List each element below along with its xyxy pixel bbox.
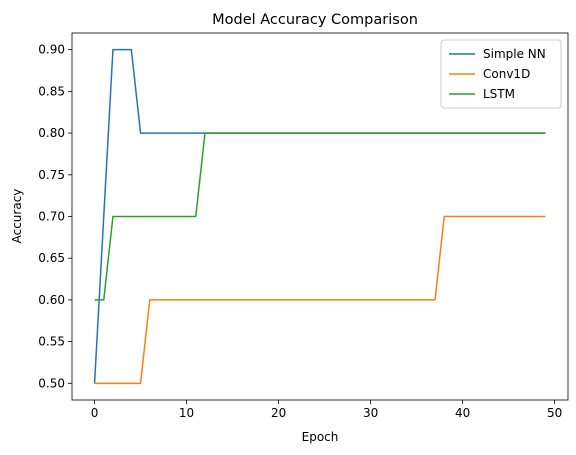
y-tick-label: 0.60	[38, 293, 65, 307]
x-axis-label: Epoch	[302, 430, 339, 444]
y-tick-label: 0.50	[38, 376, 65, 390]
legend-box	[440, 39, 562, 109]
y-tick-label: 0.70	[38, 210, 65, 224]
y-axis-label: Accuracy	[10, 189, 24, 244]
y-tick-label: 0.55	[38, 335, 65, 349]
x-axis-ticks: 0 10 20 30 40 50	[91, 400, 562, 420]
y-tick-label: 0.90	[38, 43, 65, 57]
chart-title: Model Accuracy Comparison	[212, 12, 418, 28]
series-line-1	[94, 215, 546, 385]
legend-label: Simple NN	[483, 47, 546, 61]
legend: Simple NN Conv1D LSTM	[440, 39, 562, 109]
y-tick-label: 0.65	[38, 251, 65, 265]
legend-label: LSTM	[483, 87, 515, 101]
series-line-2	[94, 132, 546, 301]
plot-frame	[71, 32, 569, 401]
y-tick-label: 0.85	[38, 84, 65, 98]
y-axis-ticks: 0.50 0.55 0.60 0.65 0.70 0.75 0.80 0.85 0.90	[38, 43, 72, 390]
x-tick-label: 20	[271, 406, 286, 420]
y-tick-label: 0.75	[38, 168, 65, 182]
x-tick-label: 0	[91, 406, 99, 420]
legend-label: Conv1D	[483, 67, 530, 81]
x-tick-label: 50	[547, 406, 562, 420]
x-tick-label: 30	[363, 406, 378, 420]
x-tick-label: 40	[455, 406, 470, 420]
x-tick-label: 10	[179, 406, 194, 420]
y-tick-label: 0.80	[38, 126, 65, 140]
series-layer	[93, 48, 546, 385]
